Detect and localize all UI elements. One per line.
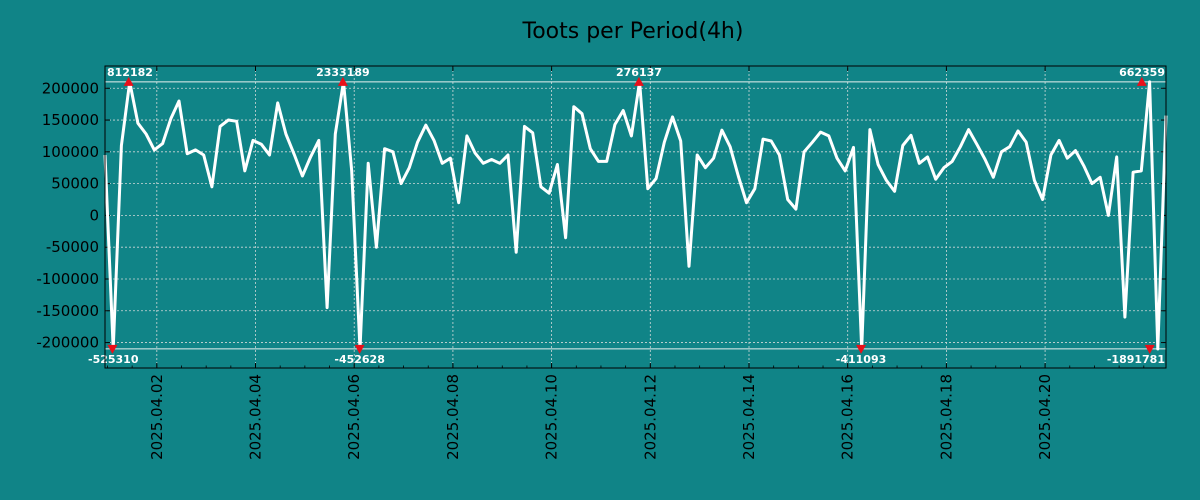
x-tick-label: 2025.04.02 [148, 374, 166, 460]
y-tick-label: -150000 [36, 302, 99, 320]
plot-frame [104, 65, 1167, 369]
min-marker [107, 344, 118, 354]
annotations: 812182 2333189 276137 662359 -525310 -452628 -… [88, 66, 1165, 366]
x-tick-label: 2025.04.16 [839, 374, 857, 460]
max-marker [633, 76, 644, 86]
min-marker [354, 344, 365, 354]
x-axis: 2025.04.02 2025.04.04 2025.04.06 2025.04.08… [107, 66, 1145, 460]
y-axis: 200000 150000 100000 50000 0 -50000 -100000 -15… [36, 79, 1166, 352]
x-tick-label: 2025.04.10 [543, 374, 561, 460]
y-tick-label: -100000 [36, 270, 99, 288]
grid-lines [105, 66, 1166, 368]
y-tick-label: 100000 [42, 143, 99, 161]
annotation-label: 662359 [1119, 66, 1165, 79]
annotation-label: 2333189 [316, 66, 370, 79]
x-tick-label: 2025.04.14 [740, 374, 758, 460]
x-tick-label: 2025.04.06 [345, 374, 363, 460]
annotation-label: -525310 [88, 353, 139, 366]
series-layer [103, 80, 1168, 351]
annotation-label: 276137 [616, 66, 662, 79]
x-tick-label: 2025.04.12 [641, 374, 659, 460]
y-tick-label: 0 [89, 206, 99, 224]
max-marker [123, 76, 134, 86]
x-tick-label: 2025.04.18 [937, 374, 955, 460]
y-tick-label: 50000 [51, 175, 99, 193]
annotation-label: -411093 [836, 353, 887, 366]
x-tick-label: 2025.04.20 [1036, 374, 1054, 460]
y-tick-label: 150000 [42, 111, 99, 129]
x-tick-label: 2025.04.04 [247, 374, 265, 460]
series-line-toots [103, 80, 1168, 351]
annotation-label: -452628 [334, 353, 385, 366]
max-marker [1136, 76, 1147, 86]
x-tick-label: 2025.04.08 [444, 374, 462, 460]
annotation-label: -1891781 [1107, 353, 1165, 366]
annotation-label: 812182 [107, 66, 153, 79]
min-marker [856, 344, 867, 354]
y-tick-label: -200000 [36, 334, 99, 352]
max-marker [337, 76, 348, 86]
reference-lines [105, 81, 1166, 350]
y-tick-label: -50000 [46, 238, 99, 256]
min-marker [1144, 344, 1155, 354]
y-tick-label: 200000 [42, 79, 99, 97]
extreme-markers [107, 76, 1155, 354]
chart-title: Toots per Period(4h) [522, 19, 744, 44]
